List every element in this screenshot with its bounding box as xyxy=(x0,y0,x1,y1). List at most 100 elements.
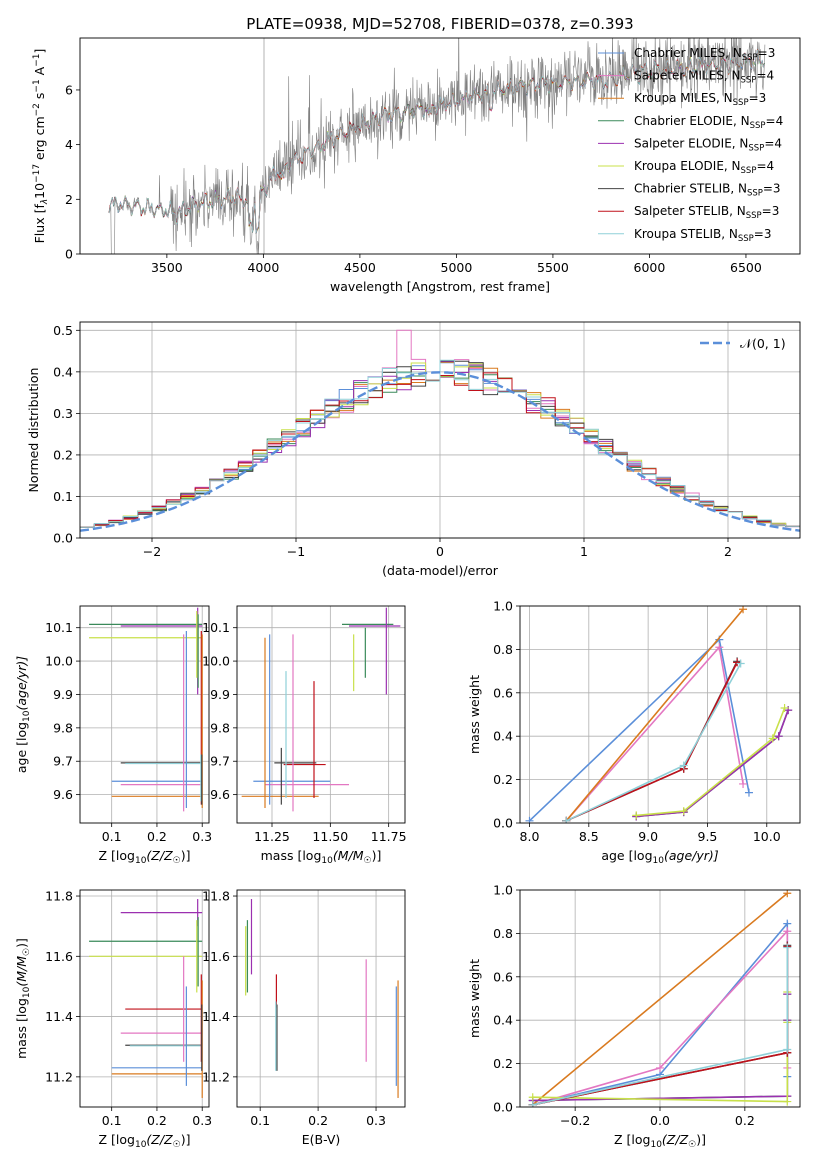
x-tick-label: 4500 xyxy=(344,260,376,275)
y-tick-label: 0.6 xyxy=(493,685,513,700)
label-part: Salpeter ELODIE, N xyxy=(634,136,748,150)
label-part: A xyxy=(32,66,47,79)
x-axis-label: wavelength [Angstrom, rest frame] xyxy=(330,279,550,294)
y-tick-label: 11.4 xyxy=(45,1009,73,1024)
x-tick-label: 5000 xyxy=(441,260,473,275)
data-point-marker xyxy=(715,643,724,652)
residuals-panel: −2 −1 0 1 2 0.0 0.1 0.2 0.3 0.4 0.5 (data-model)/er… xyxy=(26,321,801,578)
x-tick-label: 10.0 xyxy=(753,829,781,844)
label-part: =3 xyxy=(749,91,767,105)
label-part: 10 xyxy=(653,856,665,866)
label-part: ☉ xyxy=(173,856,181,866)
label-part: SSP xyxy=(741,76,757,86)
legend-entry: Salpeter STELIB, NSSP=3 xyxy=(634,204,779,221)
mass-weight-line-s-stelib xyxy=(565,662,738,822)
x-axis-label: Z [log10(Z/Z☉)] xyxy=(99,1132,191,1150)
y-tick-label: 0.5 xyxy=(53,323,73,338)
y-tick-label: 11.4 xyxy=(202,1009,230,1024)
mass-weight-line-k-elodie xyxy=(636,707,786,817)
y-tick-label: 11.2 xyxy=(202,1069,230,1084)
x-tick-label: 0 xyxy=(436,544,444,559)
y-tick-label: 0.1 xyxy=(53,489,73,504)
data-point-marker xyxy=(739,779,748,788)
label-part: age [log xyxy=(601,848,652,863)
label-part: 10 xyxy=(321,856,333,866)
label-part: ☉ xyxy=(688,1140,696,1150)
y-tick-label: 9.6 xyxy=(53,787,73,802)
x-tick-label: 0.2 xyxy=(735,1113,755,1128)
label-part: −1 xyxy=(32,54,42,67)
label-part: Z [log xyxy=(99,1132,135,1147)
mass-weight-line-c-stelib xyxy=(565,660,738,822)
x-tick-label: 5500 xyxy=(537,260,569,275)
x-tick-label: 1 xyxy=(580,544,588,559)
mass-weight-line-s-miles xyxy=(565,645,744,822)
label-part: =4 xyxy=(766,114,784,128)
label-part: SSP xyxy=(747,189,763,199)
y-tick-label: 1.0 xyxy=(493,599,513,614)
mass-weight-line-k-miles xyxy=(565,608,744,822)
x-tick-label: 6000 xyxy=(634,260,666,275)
y-tick-label: 9.6 xyxy=(210,787,230,802)
label-part: (M/M xyxy=(14,956,29,987)
mass-vs-metallicity-panel: 0.1 0.2 0.311.211.411.611.8Z [log10(Z/Z☉)]… xyxy=(14,889,212,1150)
y-tick-label: 0.2 xyxy=(493,772,513,787)
model-spectrum-k-stelib xyxy=(108,49,765,234)
y-tick-label: 2 xyxy=(65,192,73,207)
y-axis-label: mass weight xyxy=(467,959,482,1038)
data-point-marker xyxy=(733,658,742,667)
y-tick-label: 11.2 xyxy=(45,1069,73,1084)
normal-curve xyxy=(80,371,800,532)
x-axis-label: Z [log10(Z/Z☉)] xyxy=(99,848,191,866)
y-tick-label: 10.1 xyxy=(202,620,230,635)
legend-entry: Salpeter ELODIE, NSSP=4 xyxy=(634,136,782,153)
plot-area xyxy=(80,329,800,538)
label-part: SSP xyxy=(738,234,754,244)
label-part: =3 xyxy=(762,204,780,218)
x-axis-label: Z [log10(Z/Z☉)] xyxy=(614,1132,706,1150)
x-tick-label: 0.2 xyxy=(147,829,167,844)
y-tick-label: 9.7 xyxy=(210,754,230,769)
x-tick-label: 0.1 xyxy=(250,1113,270,1128)
x-tick-label: 0.1 xyxy=(102,829,122,844)
y-tick-label: 10.0 xyxy=(45,654,73,669)
label-part: )] xyxy=(181,1132,191,1147)
label-part: )] xyxy=(14,938,29,948)
legend-entry: 𝒩(0, 1) xyxy=(740,336,786,351)
axes-frame xyxy=(79,605,210,824)
y-axis-label: age [log10(age/yr)] xyxy=(14,656,32,773)
x-tick-label: 0.1 xyxy=(102,1113,122,1128)
label-part: 10 xyxy=(32,183,47,199)
y-tick-label: 0.3 xyxy=(53,406,73,421)
y-axis-label: Normed distribution xyxy=(26,368,41,493)
label-part: 10 xyxy=(22,710,32,722)
label-part: erg cm xyxy=(32,116,47,164)
data-point-marker xyxy=(783,919,792,928)
data-point-marker xyxy=(736,659,745,668)
x-tick-label: 0.2 xyxy=(147,1113,167,1128)
x-tick-label: 9.0 xyxy=(638,829,658,844)
age-vs-metallicity-panel: 0.1 0.2 0.39.69.79.89.910.010.1Z [log10(Z/… xyxy=(14,605,212,866)
label-part: 10 xyxy=(135,856,147,866)
y-tick-label: 11.8 xyxy=(45,889,73,904)
data-point-marker xyxy=(632,811,641,820)
label-part: Salpeter STELIB, N xyxy=(634,204,746,218)
data-point-marker xyxy=(783,927,792,936)
y-axis-label: Flux [fλ10−17 erg cm−2 s−1 A−1] xyxy=(32,49,50,244)
data-point-marker xyxy=(768,734,777,743)
legend-entry: Kroupa STELIB, NSSP=3 xyxy=(634,227,772,244)
x-tick-label: 11.50 xyxy=(312,829,348,844)
data-point-marker xyxy=(784,706,793,715)
label-part: λ xyxy=(40,199,50,205)
mass-weight-line-k-miles xyxy=(532,892,788,1106)
label-part: SSP xyxy=(733,98,749,108)
data-point-marker xyxy=(783,890,792,898)
label-part: Z [log xyxy=(99,848,135,863)
mass-weight-line-c-miles xyxy=(528,638,750,822)
y-tick-label: 0.8 xyxy=(493,926,513,941)
label-part: ☉ xyxy=(173,1140,181,1150)
y-tick-label: 0.0 xyxy=(493,816,513,831)
x-tick-label: 0.3 xyxy=(192,829,212,844)
data-point-marker xyxy=(780,703,789,712)
